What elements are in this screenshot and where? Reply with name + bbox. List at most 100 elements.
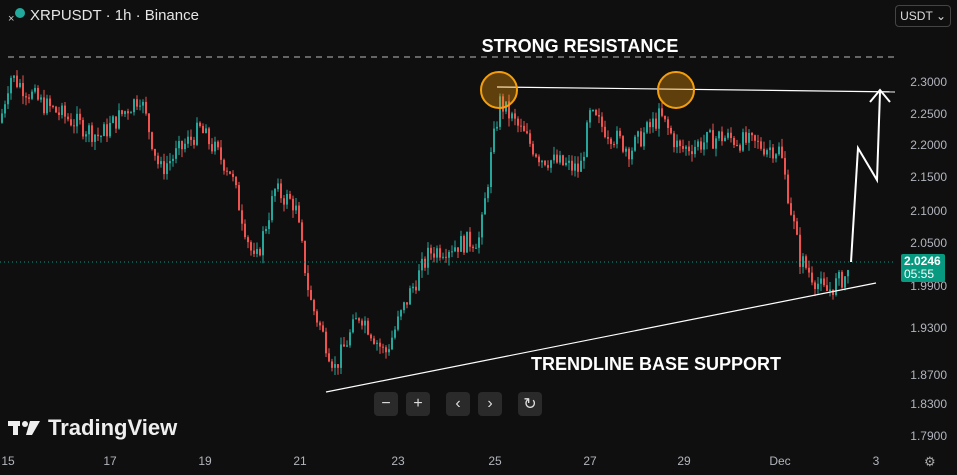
candle-body xyxy=(97,134,99,137)
candle-body xyxy=(217,141,219,148)
candle-body xyxy=(232,173,234,177)
candle-body xyxy=(304,240,306,274)
symbol-header[interactable]: × XRPUSDT · 1h · Binance xyxy=(8,6,199,26)
candle-body xyxy=(259,249,261,256)
candle-body xyxy=(250,242,252,251)
candle-body xyxy=(721,131,723,142)
candle-body xyxy=(382,346,384,348)
projection-arrow xyxy=(850,91,881,263)
candle-body xyxy=(61,105,63,115)
candle-body xyxy=(25,96,27,98)
candle-body xyxy=(13,75,15,78)
candle-body xyxy=(403,302,405,311)
candle-body xyxy=(397,316,399,330)
price-label: 1.9300 xyxy=(910,321,947,335)
tradingview-logo-icon xyxy=(8,421,40,435)
candle-body xyxy=(835,278,837,295)
zoom-in-button[interactable]: + xyxy=(406,392,430,416)
candle-body xyxy=(676,140,678,148)
candle-body xyxy=(736,144,738,146)
candle-body xyxy=(520,125,522,127)
candle-body xyxy=(400,310,402,317)
candle-body xyxy=(196,122,198,145)
resistance-line xyxy=(496,86,895,93)
candle-body xyxy=(280,183,282,199)
time-label: 29 xyxy=(677,454,691,468)
price-label: 1.9900 xyxy=(910,279,947,293)
candle-body xyxy=(583,156,585,161)
candle-body xyxy=(793,214,795,222)
candle-body xyxy=(490,152,492,188)
candle-body xyxy=(52,105,54,107)
tradingview-logo[interactable]: TradingView xyxy=(8,415,177,441)
candle-body xyxy=(730,132,732,139)
candle-body xyxy=(388,349,390,353)
candle-body xyxy=(574,163,576,171)
price-label: 2.1500 xyxy=(910,170,947,184)
arrowhead-icon xyxy=(869,88,891,103)
candle-body xyxy=(670,127,672,134)
candle-body xyxy=(658,108,660,129)
settings-icon[interactable]: ⚙ xyxy=(924,454,936,469)
candle-body xyxy=(610,138,612,144)
candle-body xyxy=(118,110,120,129)
candle-body xyxy=(556,154,558,163)
candle-body xyxy=(223,159,225,171)
scroll-left-button[interactable]: ‹ xyxy=(446,392,470,416)
candle-body xyxy=(754,135,756,141)
candle-body xyxy=(841,271,843,288)
time-label: 17 xyxy=(103,454,117,468)
candle-body xyxy=(664,115,666,120)
candle-body xyxy=(628,148,630,160)
candle-body xyxy=(619,130,621,137)
candle-body xyxy=(508,101,510,119)
candle-body xyxy=(214,141,216,152)
price-chart[interactable] xyxy=(0,0,895,450)
candle-body xyxy=(340,344,342,368)
candle-body xyxy=(262,231,264,256)
candle-body xyxy=(373,338,375,344)
scroll-right-button[interactable]: › xyxy=(478,392,502,416)
zoom-out-button[interactable]: − xyxy=(374,392,398,416)
candle-body xyxy=(604,126,606,138)
candle-body xyxy=(589,110,591,123)
candle-body xyxy=(151,132,153,149)
candle-body xyxy=(334,364,336,368)
candle-body xyxy=(838,271,840,279)
candle-body xyxy=(79,113,81,121)
candle-body xyxy=(496,126,498,129)
candle-body xyxy=(187,136,189,144)
candle-body xyxy=(43,97,45,114)
candle-body xyxy=(703,142,705,150)
candle-body xyxy=(289,193,291,199)
candle-body xyxy=(433,253,435,258)
candle-body xyxy=(463,236,465,253)
price-axis[interactable]: 2.3000 2.2500 2.2000 2.1500 2.1000 2.050… xyxy=(895,0,957,475)
candle-body xyxy=(529,133,531,144)
candle-body xyxy=(460,236,462,252)
candle-body xyxy=(655,118,657,129)
candle-body xyxy=(487,187,489,199)
candle-body xyxy=(493,128,495,153)
candle-body xyxy=(46,98,48,114)
candle-body xyxy=(82,120,84,137)
candle-body xyxy=(448,251,450,258)
candle-body xyxy=(4,104,6,114)
candle-body xyxy=(772,147,774,159)
candle-body xyxy=(49,98,51,106)
candle-body xyxy=(355,318,357,320)
candle-body xyxy=(631,150,633,160)
candle-body xyxy=(661,108,663,116)
currency-selector[interactable]: USDT ⌄ xyxy=(895,5,951,27)
candle-body xyxy=(115,116,117,129)
candle-body xyxy=(211,144,213,152)
candle-body xyxy=(439,248,441,258)
candle-body xyxy=(430,247,432,254)
candle-body xyxy=(244,223,246,238)
candle-body xyxy=(511,113,513,119)
price-label: 1.8700 xyxy=(910,368,947,382)
candle-body xyxy=(688,146,690,152)
candle-body xyxy=(226,170,228,172)
reset-chart-button[interactable]: ↻ xyxy=(518,392,542,416)
